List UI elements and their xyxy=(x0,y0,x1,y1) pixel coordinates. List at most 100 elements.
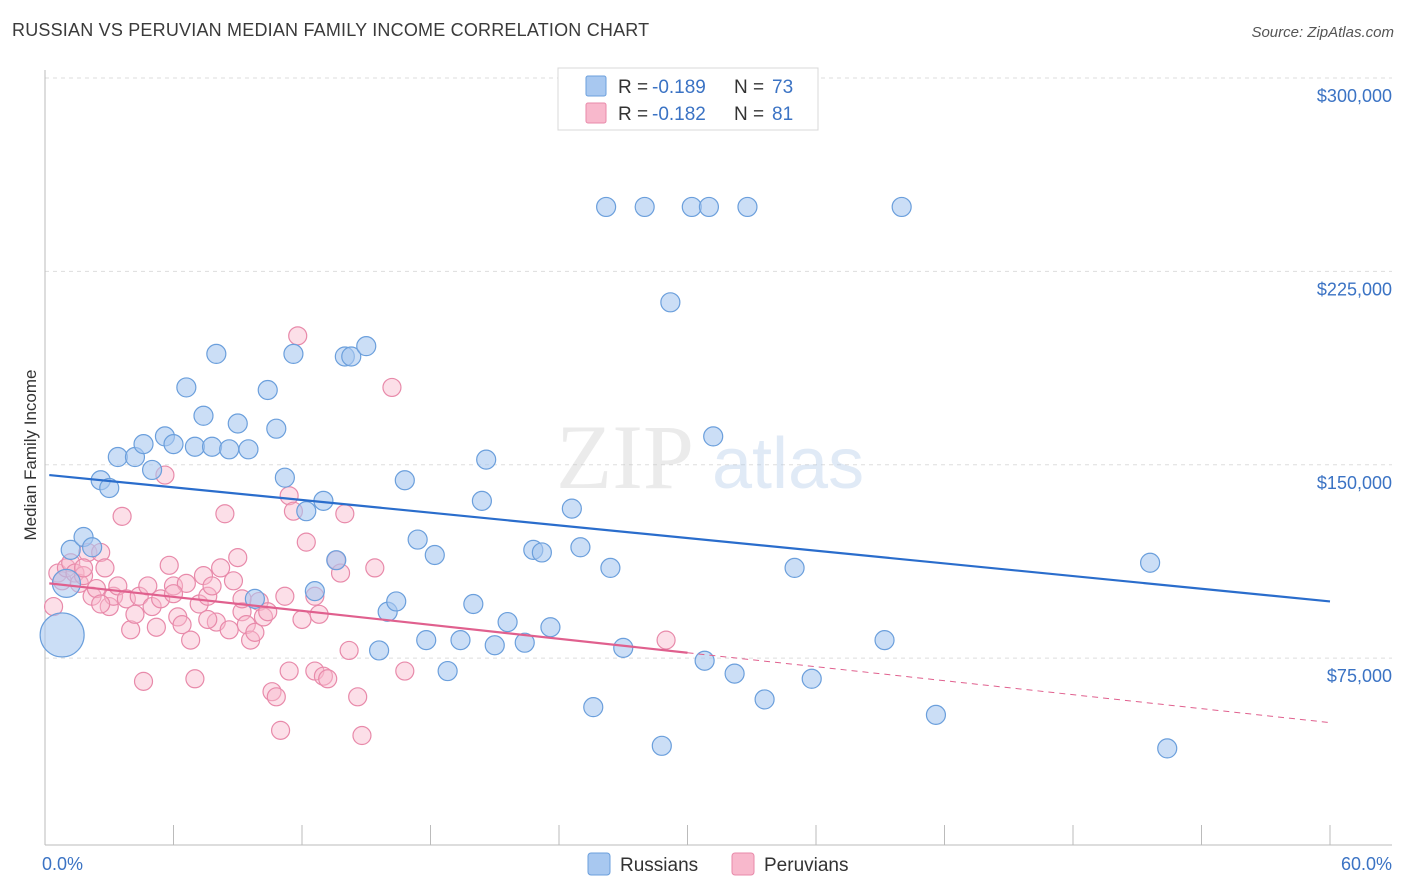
axes xyxy=(44,70,1392,846)
russians-point-35 xyxy=(407,529,428,550)
peruvians-point-58 xyxy=(292,609,312,630)
russians-point-16 xyxy=(219,439,240,460)
russians-point-51 xyxy=(583,697,604,718)
legend-r-value-1: -0.182 xyxy=(652,104,706,125)
peruvians-point-39 xyxy=(211,558,231,578)
russians-point-61 xyxy=(694,650,715,671)
russians-point-8 xyxy=(141,459,163,481)
peruvians-point-59 xyxy=(296,532,316,552)
peruvians-point-43 xyxy=(228,547,248,568)
russians-point-50 xyxy=(570,537,591,558)
peruvians-point-21 xyxy=(133,671,154,691)
russians-point-54 xyxy=(596,196,617,218)
russians-point-43 xyxy=(484,635,505,656)
russians-point-18 xyxy=(238,439,259,460)
peruvians-point-30 xyxy=(172,615,192,635)
peruvians-point-68 xyxy=(352,725,372,746)
russians-point-56 xyxy=(651,735,672,756)
russians-point-20 xyxy=(257,379,278,401)
russians-point-45 xyxy=(514,632,535,653)
watermark: ZIP atlas xyxy=(556,406,864,508)
x-tick-label-0: 0.0% xyxy=(42,854,83,874)
russians-point-65 xyxy=(784,557,805,579)
peruvians-point-27 xyxy=(159,555,179,575)
bottom-legend-russians: Russians xyxy=(620,855,698,876)
peruvians-point-77 xyxy=(279,661,299,681)
russians-point-12 xyxy=(184,436,206,457)
russians-point-2 xyxy=(82,537,103,558)
russians-point-39 xyxy=(450,630,471,651)
y-tick-labels: $75,000 $150,000 $225,000 $300,000 xyxy=(1317,86,1392,686)
russians-point-42 xyxy=(476,449,497,470)
chart-source: Source: ZipAtlas.com xyxy=(1251,24,1394,41)
russians-point-10 xyxy=(163,434,184,455)
legend-n-value-1: 81 xyxy=(772,104,793,125)
x-tick-labels: 0.0% 60.0% xyxy=(42,854,1392,874)
peruvians-point-73 xyxy=(198,609,218,630)
russians-point-72 xyxy=(39,612,85,658)
russians-point-24 xyxy=(296,501,317,522)
chart-title: RUSSIAN VS PERUVIAN MEDIAN FAMILY INCOME… xyxy=(12,20,650,40)
russians-point-48 xyxy=(540,617,561,638)
russians-point-15 xyxy=(206,343,227,364)
russians-point-60 xyxy=(703,426,724,447)
russians-point-11 xyxy=(176,377,197,398)
legend-r-value-0: -0.189 xyxy=(652,77,706,98)
legend-swatch-peruvians xyxy=(585,102,607,124)
russians-point-68 xyxy=(891,196,912,218)
peruvians-point-40 xyxy=(215,504,235,524)
russians-point-67 xyxy=(874,630,895,651)
peruvians-trend-line xyxy=(49,582,688,654)
grid-lines xyxy=(45,77,1392,659)
russians-point-57 xyxy=(660,292,681,313)
peruvians-point-57 xyxy=(288,326,308,346)
y-tick-label-2: $225,000 xyxy=(1317,279,1392,299)
peruvians-point-72 xyxy=(656,630,676,650)
russians-point-59 xyxy=(698,196,720,218)
russians-point-27 xyxy=(326,550,347,571)
peruvians-point-18 xyxy=(121,620,141,640)
russians-point-69 xyxy=(925,704,947,725)
peruvians-trend-extension xyxy=(687,652,1331,724)
legend-n-label-1: N = xyxy=(734,104,764,125)
peruvians-point-67 xyxy=(348,687,368,707)
bottom-legend-swatch-russians xyxy=(587,852,611,876)
russians-point-63 xyxy=(737,196,758,218)
y-tick-label-3: $300,000 xyxy=(1317,86,1392,106)
peruvians-point-33 xyxy=(185,669,205,689)
peruvians-point-12 xyxy=(95,558,115,578)
russians-point-64 xyxy=(754,689,775,710)
russians-point-41 xyxy=(471,490,492,511)
peruvians-point-76 xyxy=(335,504,355,524)
russians-point-5 xyxy=(107,446,128,468)
y-axis-title: Median Family Income xyxy=(21,369,40,540)
y-tick-label-0: $75,000 xyxy=(1327,666,1392,686)
peruvians-point-24 xyxy=(146,617,166,637)
peruvians-point-52 xyxy=(266,687,286,707)
peruvians-point-79 xyxy=(91,594,111,614)
bottom-legend-swatch-peruvians xyxy=(731,852,755,876)
peruvians-point-42 xyxy=(223,571,244,591)
russians-point-70 xyxy=(1139,552,1161,573)
russians-point-19 xyxy=(244,588,265,609)
russians-point-25 xyxy=(304,581,325,602)
russians-point-7 xyxy=(133,434,154,455)
bottom-legend-peruvians: Peruvians xyxy=(764,855,849,876)
russians-point-0 xyxy=(60,539,81,560)
russians-point-4 xyxy=(99,477,120,499)
peruvians-point-69 xyxy=(365,558,385,578)
watermark-zip: ZIP xyxy=(556,406,694,508)
russians-point-29 xyxy=(341,346,362,367)
peruvians-point-53 xyxy=(270,720,291,740)
peruvians-point-31 xyxy=(176,573,196,593)
russians-point-55 xyxy=(634,196,655,218)
russians-point-66 xyxy=(801,668,822,689)
russians-point-53 xyxy=(613,637,634,658)
russians-point-40 xyxy=(463,593,484,615)
russians-point-34 xyxy=(394,470,415,491)
russians-point-21 xyxy=(266,418,287,439)
peruvians-point-80 xyxy=(73,558,94,578)
peruvians-point-71 xyxy=(395,661,415,681)
peruvians-point-32 xyxy=(181,630,201,650)
